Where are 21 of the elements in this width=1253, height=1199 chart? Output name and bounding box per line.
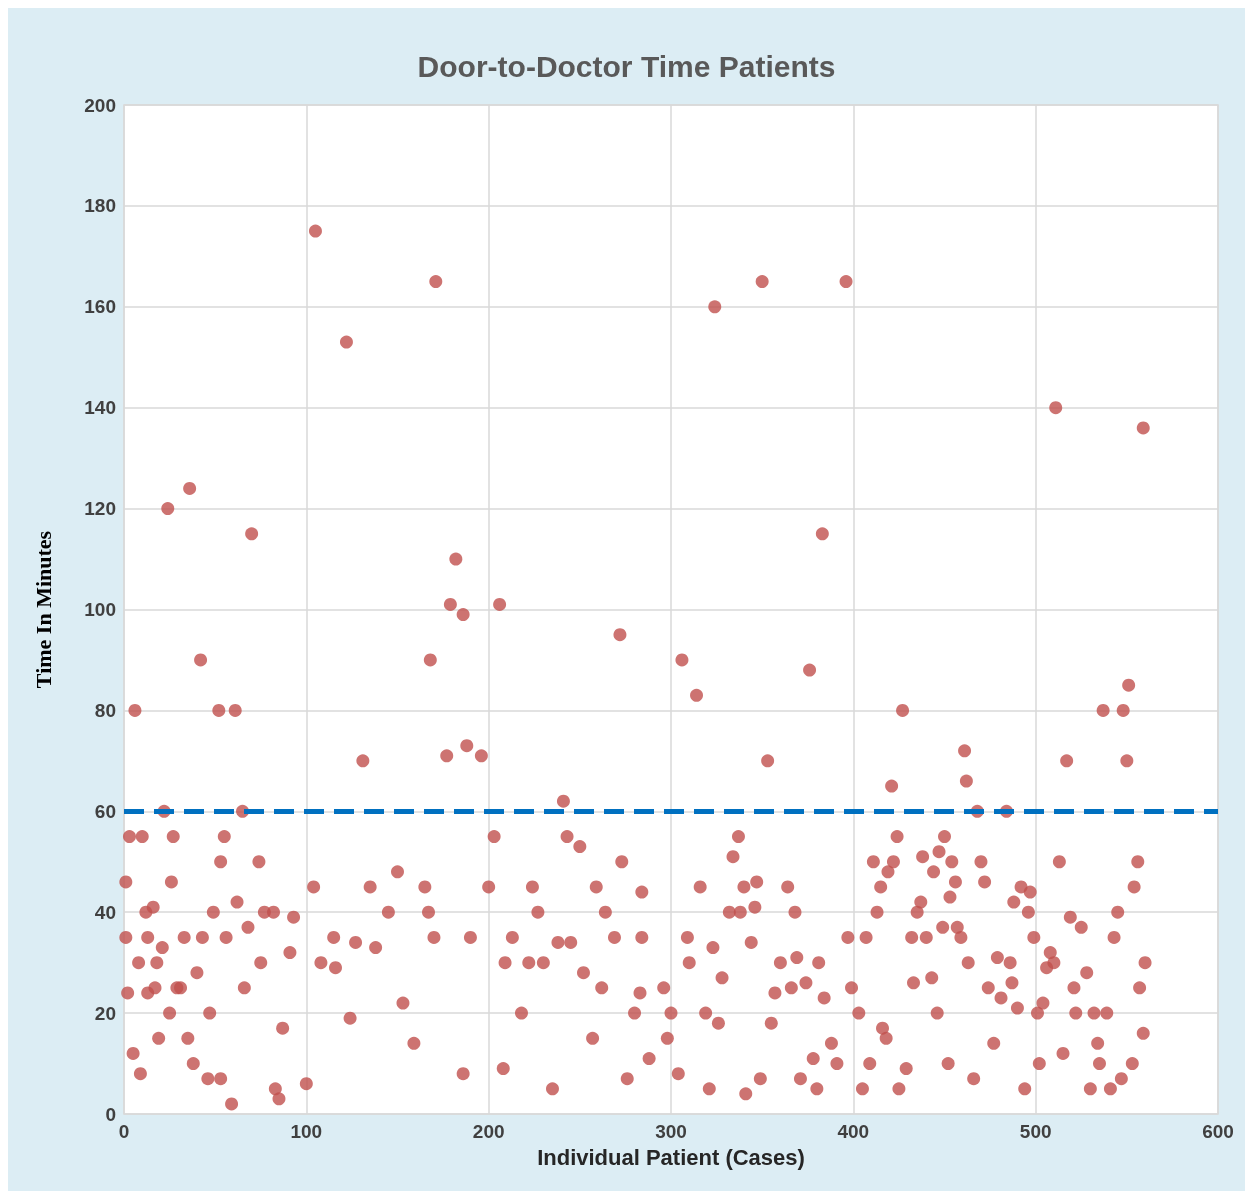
x-tick-label: 200 (472, 1121, 505, 1142)
y-tick-label: 160 (84, 296, 116, 318)
y-tick-label: 0 (105, 1103, 116, 1125)
y-tick-label: 60 (94, 800, 116, 822)
y-axis-title: Time In Minutes (30, 530, 56, 689)
x-axis-title: Individual Patient (Cases) (537, 1144, 805, 1170)
y-tick-label: 100 (84, 599, 116, 620)
y-tick-label: 180 (84, 195, 116, 217)
y-tick-label: 120 (84, 498, 116, 520)
chart-title: Door-to-Doctor Time Patients (417, 49, 836, 83)
x-tick-label: 500 (1019, 1121, 1052, 1142)
y-tick-label: 80 (94, 699, 116, 721)
x-tick-label: 100 (290, 1121, 323, 1142)
y-tick-label: 200 (84, 94, 116, 116)
y-tick-label: 20 (94, 1002, 116, 1024)
y-tick-label: 40 (94, 901, 116, 923)
x-tick-label: 400 (837, 1121, 870, 1142)
x-tick-label: 0 (118, 1121, 130, 1142)
x-tick-label: 300 (655, 1121, 687, 1142)
x-tick-label: 600 (1202, 1121, 1234, 1142)
y-tick-label: 140 (84, 397, 116, 419)
